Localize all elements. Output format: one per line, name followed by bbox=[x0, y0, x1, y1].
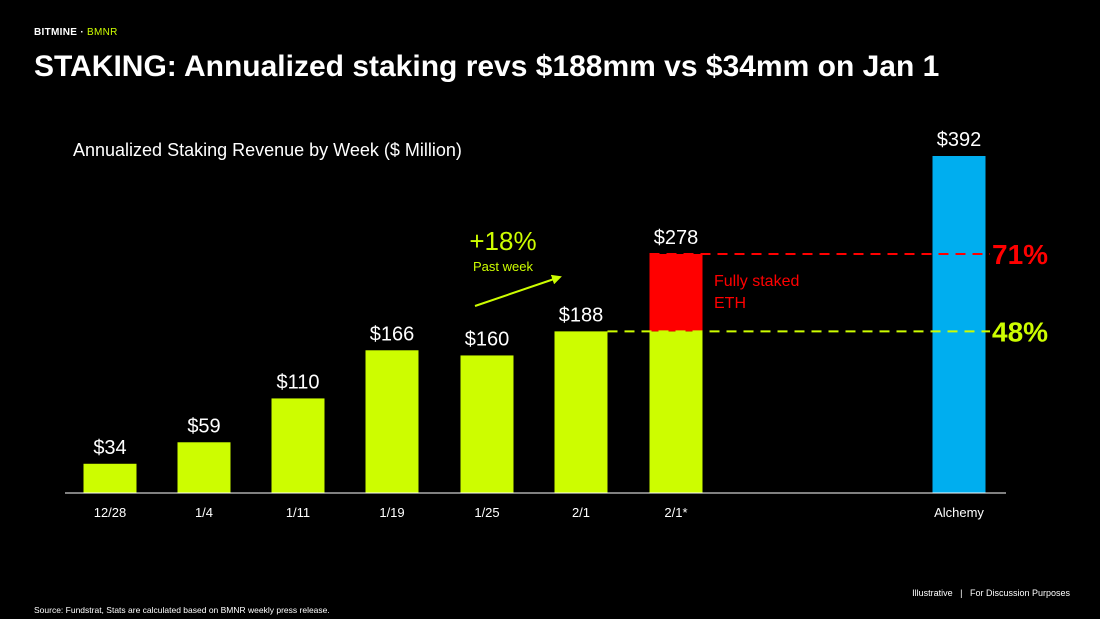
bar-alchemy bbox=[932, 156, 986, 493]
source-note: Source: Fundstrat, Stats are calculated … bbox=[34, 605, 330, 615]
bar-1-4 bbox=[177, 442, 231, 493]
tick-label-1-4: 1/4 bbox=[195, 505, 213, 520]
value-label-alchemy: $392 bbox=[937, 129, 982, 151]
brand-logo: BITMINE · BMNR bbox=[34, 27, 118, 38]
bar-1-25 bbox=[460, 355, 514, 493]
value-label-1-11: $110 bbox=[276, 371, 319, 393]
bar-2-1-fully-staked bbox=[649, 254, 703, 332]
disclaimer-note: Illustrative | For Discussion Purposes bbox=[912, 588, 1070, 598]
brand-company: BITMINE bbox=[34, 27, 78, 38]
reference-label-71pct: 71% bbox=[992, 239, 1048, 270]
bar-2-1 bbox=[554, 331, 608, 493]
brand-ticker: BMNR bbox=[87, 27, 118, 38]
growth-arrow-icon bbox=[474, 274, 562, 307]
growth-percent-label: +18% bbox=[469, 226, 536, 256]
value-label-1-4: $59 bbox=[187, 415, 220, 437]
fully-staked-label: Fully staked ETH bbox=[714, 273, 799, 312]
value-label-12-28: $34 bbox=[93, 437, 126, 459]
reference-label-48pct: 48% bbox=[992, 316, 1048, 347]
value-label-2-1: $278 bbox=[654, 227, 699, 249]
value-label-2-1: $188 bbox=[559, 304, 604, 326]
value-label-1-25: $160 bbox=[465, 328, 510, 350]
bar-1-19 bbox=[365, 350, 419, 493]
page-title: STAKING: Annualized staking revs $188mm … bbox=[34, 50, 940, 83]
tick-label-2-1: 2/1* bbox=[664, 505, 687, 520]
bar-1-11 bbox=[271, 398, 325, 493]
tick-label-1-11: 1/11 bbox=[286, 505, 310, 520]
brand-separator: · bbox=[80, 27, 84, 38]
tick-label-1-19: 1/19 bbox=[379, 505, 404, 520]
tick-label-2-1: 2/1 bbox=[572, 505, 590, 520]
tick-label-alchemy: Alchemy bbox=[934, 505, 984, 520]
chart-title: Annualized Staking Revenue by Week ($ Mi… bbox=[73, 140, 462, 160]
bar-2-1-base bbox=[649, 331, 703, 493]
growth-subtext-label: Past week bbox=[473, 259, 533, 274]
bar-12-28 bbox=[83, 463, 137, 493]
tick-label-12-28: 12/28 bbox=[94, 505, 127, 520]
value-label-1-19: $166 bbox=[370, 323, 415, 345]
tick-label-1-25: 1/25 bbox=[474, 505, 499, 520]
